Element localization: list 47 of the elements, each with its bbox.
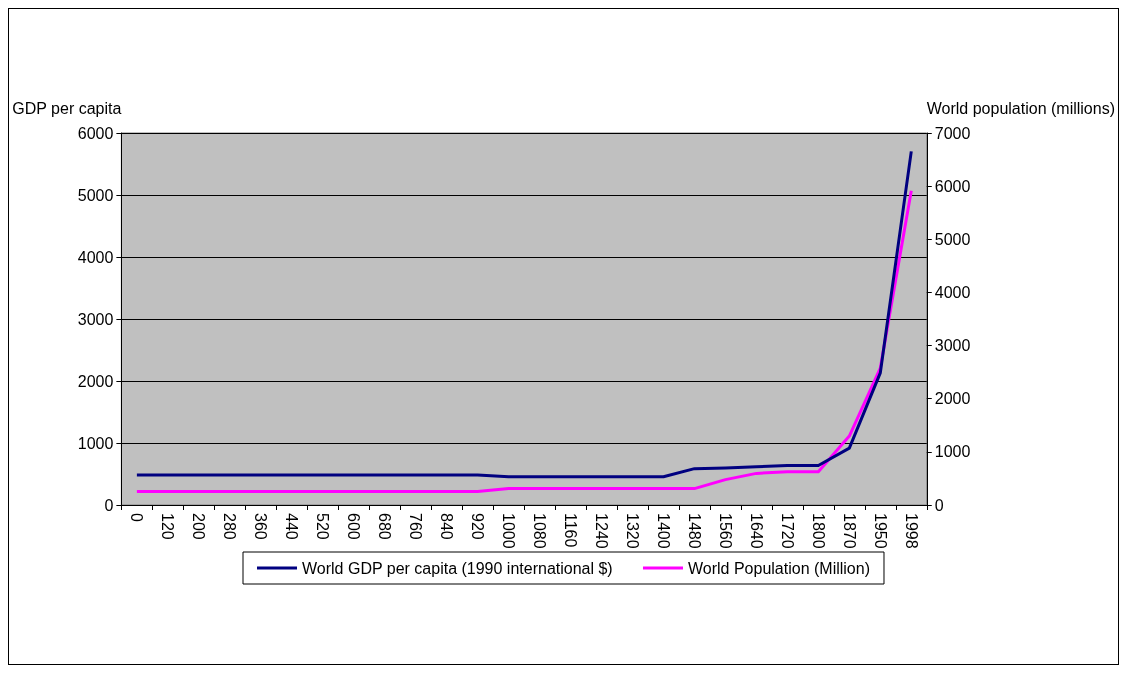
y-tick-label: 5000	[77, 186, 114, 204]
x-tick-label: 1320	[624, 513, 641, 549]
y-tick-label: 4000	[77, 248, 114, 266]
y2-axis-title: World population (millions)	[926, 99, 1116, 117]
x-tick-label: 440	[283, 513, 301, 540]
x-tick-label: 1160	[562, 513, 580, 548]
x-tick-label: 1950	[871, 513, 889, 549]
y2-tick-label: 6000	[934, 177, 971, 195]
x-tick-label: 280	[221, 513, 239, 540]
y-tick-label: 0	[104, 496, 114, 514]
x-tick-label: 1000	[500, 513, 518, 549]
x-tick-label: 0	[128, 513, 146, 522]
x-tick-label: 920	[469, 513, 487, 540]
x-tick-label: 760	[407, 513, 425, 540]
x-tick-label: 1998	[902, 513, 920, 549]
legend-label: World Population (Million)	[687, 559, 870, 577]
y2-tick-label: 7000	[934, 124, 971, 142]
y2-tick-label: 1000	[934, 443, 971, 461]
x-tick-label: 1720	[778, 513, 796, 549]
x-tick-label: 360	[252, 513, 270, 540]
x-tick-label: 1240	[593, 513, 611, 549]
y2-tick-label: 2000	[934, 390, 971, 408]
x-tick-label: 600	[345, 513, 363, 540]
x-tick-label: 1400	[654, 513, 672, 549]
x-tick-label: 120	[159, 513, 177, 540]
x-tick-label: 200	[190, 513, 208, 540]
x-tick-label: 1080	[531, 513, 549, 549]
y-tick-label: 1000	[77, 434, 114, 452]
legend-label: World GDP per capita (1990 international $)	[302, 559, 613, 577]
x-tick-label: 520	[314, 513, 332, 540]
y2-tick-label: 3000	[934, 337, 971, 355]
x-tick-label: 1480	[685, 513, 703, 549]
line-series	[135, 189, 913, 493]
x-tick-label: 1800	[809, 513, 827, 549]
y-tick-label: 3000	[77, 310, 114, 328]
line-series	[135, 149, 913, 479]
y2-tick-label: 5000	[934, 230, 971, 248]
y2-tick-label: 4000	[934, 283, 971, 301]
x-tick-label: 840	[438, 513, 456, 540]
y-axis-title: GDP per capita	[12, 99, 122, 117]
x-tick-label: 680	[376, 513, 394, 540]
x-tick-label: 1640	[747, 513, 765, 549]
x-tick-label: 1560	[716, 513, 734, 549]
x-tick-label: 1870	[840, 513, 858, 549]
y-tick-label: 6000	[77, 124, 114, 142]
y2-tick-label: 0	[934, 496, 944, 514]
y-tick-label: 2000	[77, 372, 114, 390]
